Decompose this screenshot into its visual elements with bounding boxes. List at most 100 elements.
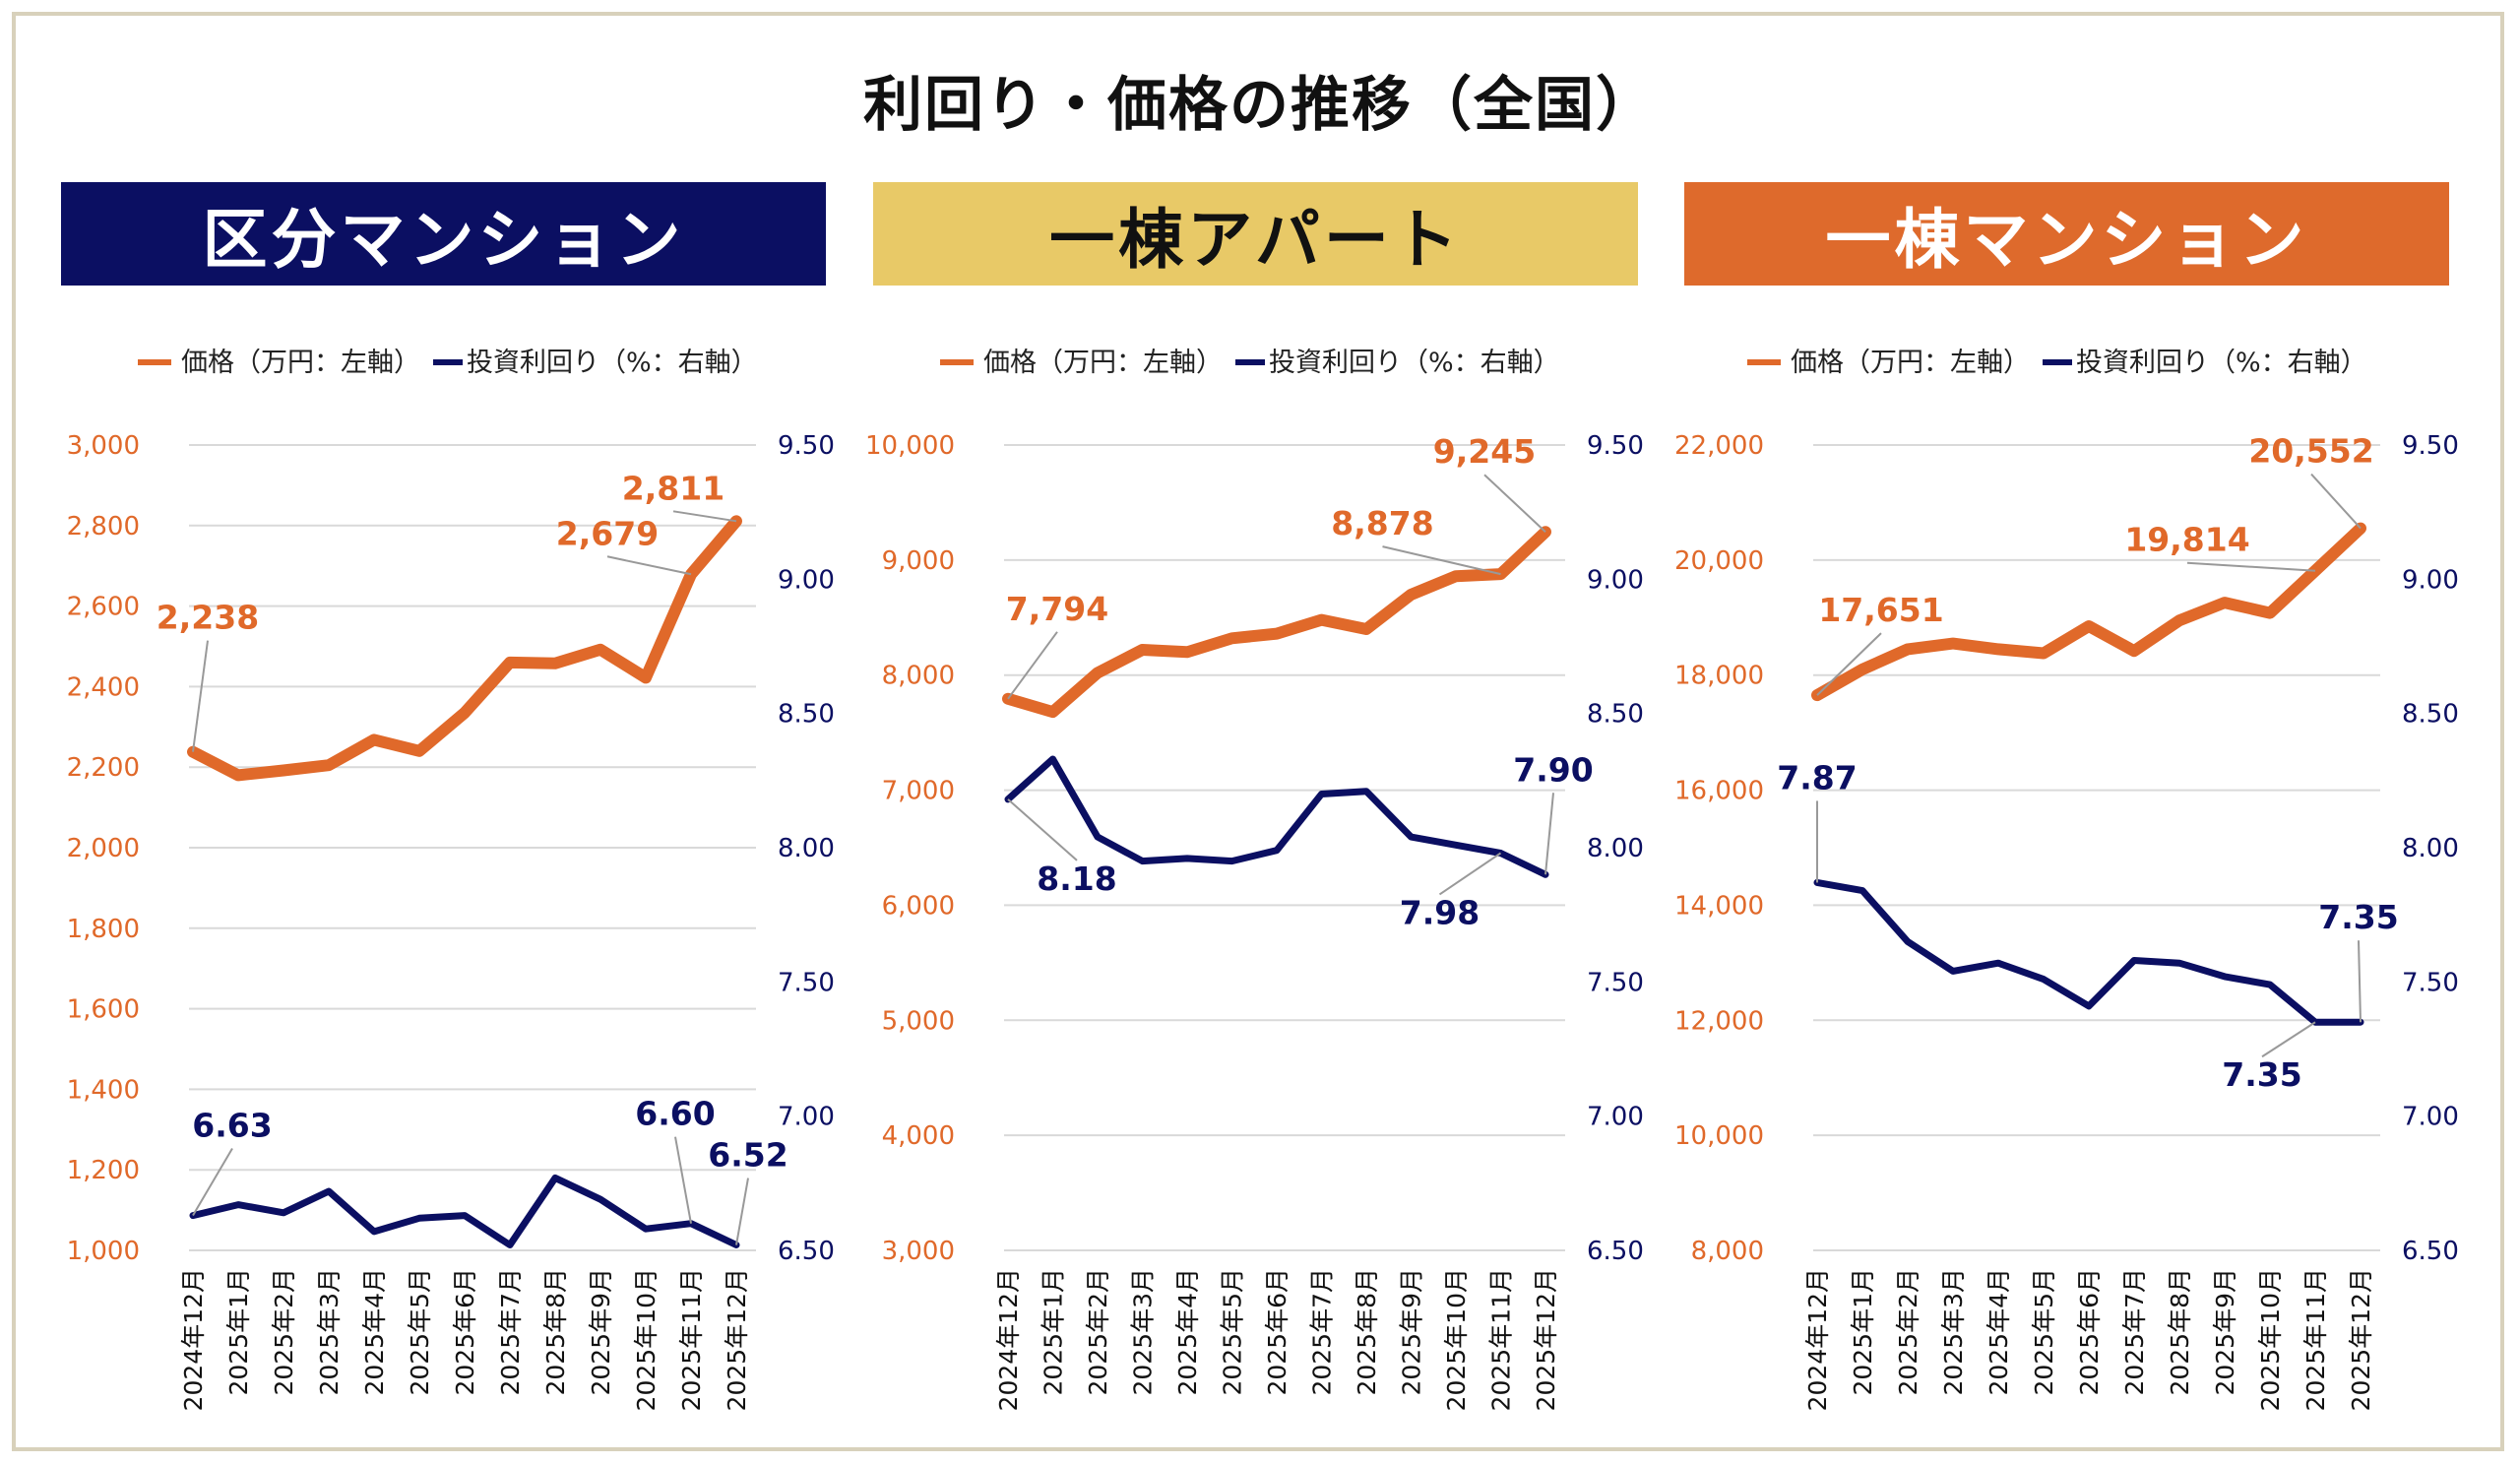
x-tick-label: 2025年4月: [360, 1268, 389, 1396]
right-tick-label: 8.00: [778, 834, 835, 863]
chart-mansion: 価格（万円：左軸） 投資利回り（%：右軸） 8,000 10,000 12,000 14,…: [1674, 348, 2459, 1411]
x-tick-label: 2025年10月: [632, 1268, 661, 1411]
x-tick-label: 2025年4月: [1984, 1268, 2013, 1396]
data-label: 6.60: [635, 1095, 715, 1133]
panel-banner-mansion: 一棟マンション: [1684, 182, 2449, 286]
x-tick-label: 2024年12月: [1803, 1268, 1832, 1411]
annotation-leader: [2310, 473, 2362, 530]
left-tick-label: 18,000: [1674, 662, 1764, 691]
x-tick-label: 2025年5月: [1219, 1268, 1247, 1396]
right-tick-label: 6.50: [778, 1237, 835, 1266]
left-tick-label: 2,000: [67, 834, 140, 863]
annotation-leader: [735, 1178, 749, 1245]
price-line: [187, 515, 742, 782]
annotation-leader: [674, 1136, 692, 1224]
data-label: 7.35: [2222, 1055, 2301, 1094]
data-label: 19,814: [2124, 521, 2249, 559]
left-tick-label: 8,000: [882, 662, 955, 691]
x-tick-label: 2025年10月: [2256, 1268, 2285, 1411]
left-tick-label: 1,200: [67, 1156, 140, 1185]
right-tick-label: 7.00: [1587, 1103, 1644, 1132]
right-tick-label: 6.50: [1587, 1237, 1644, 1266]
x-tick-label: 2025年11月: [677, 1268, 706, 1411]
annotation-leader: [1007, 631, 1058, 700]
left-tick-label: 3,000: [67, 431, 140, 461]
annotation-leader: [2186, 561, 2316, 572]
x-tick-label: 2025年7月: [496, 1268, 525, 1396]
x-tick-label: 2025年2月: [1894, 1268, 1922, 1396]
x-tick-label: 2025年10月: [1442, 1268, 1471, 1411]
annotation-leader: [672, 510, 737, 523]
x-tick-label: 2025年5月: [406, 1268, 434, 1396]
right-tick-label: 9.50: [778, 431, 835, 461]
legend-yield-label: 投資利回り（%：右軸）: [467, 348, 758, 378]
left-tick-label: 7,000: [882, 777, 955, 806]
legend: 価格（万円：左軸） 投資利回り（%：右軸）: [940, 348, 1560, 378]
annotation-leader: [192, 640, 209, 752]
panel-banner-kubun: 区分マンション: [61, 182, 826, 286]
legend-price-label: 価格（万円：左軸）: [181, 348, 420, 378]
data-label: 2,811: [622, 469, 724, 507]
x-tick-label: 2025年3月: [1129, 1268, 1158, 1396]
annotation-leader: [2261, 1021, 2316, 1058]
data-label: 6.63: [192, 1107, 272, 1145]
left-tick-label: 20,000: [1674, 546, 1764, 576]
legend-yield-label: 投資利回り（%：右軸）: [1269, 348, 1560, 378]
left-tick-label: 2,800: [67, 512, 140, 541]
chart-apartment: 価格（万円：左軸） 投資利回り（%：右軸） 3,000 4,000 5,000 6,000…: [865, 348, 1644, 1411]
data-label: 7,794: [1006, 590, 1108, 628]
data-label: 7.87: [1777, 758, 1857, 796]
x-tick-label: 2025年9月: [2211, 1268, 2239, 1396]
yield-line: [189, 1174, 740, 1248]
left-tick-label: 14,000: [1674, 891, 1764, 921]
x-tick-label: 2025年3月: [315, 1268, 344, 1396]
data-label: 8.18: [1037, 860, 1116, 898]
right-tick-label: 7.00: [778, 1103, 835, 1132]
right-tick-label: 9.50: [1587, 431, 1644, 461]
page-title: 利回り・価格の推移（全国）: [863, 71, 1657, 140]
x-tick-label: 2025年2月: [270, 1268, 298, 1396]
right-tick-label: 8.50: [1587, 700, 1644, 730]
right-tick-label: 7.00: [2402, 1103, 2459, 1132]
legend-price-label: 価格（万円：左軸）: [983, 348, 1223, 378]
price-line: [1002, 526, 1551, 719]
right-tick-label: 8.50: [778, 700, 835, 730]
data-label: 20,552: [2248, 432, 2373, 471]
x-tick-label: 2025年9月: [1398, 1268, 1426, 1396]
x-tick-label: 2025年6月: [1263, 1268, 1292, 1396]
left-tick-label: 1,000: [67, 1237, 140, 1266]
x-tick-label: 2025年8月: [541, 1268, 570, 1396]
x-tick-label: 2025年1月: [1040, 1268, 1068, 1396]
right-tick-label: 8.00: [2402, 834, 2459, 863]
annotation-leader: [1438, 852, 1502, 896]
data-label: 17,651: [1818, 591, 1943, 629]
left-tick-label: 2,200: [67, 753, 140, 783]
left-tick-label: 9,000: [882, 546, 955, 576]
data-label: 7.98: [1400, 893, 1480, 931]
chart-kubun: 価格（万円：左軸） 投資利回り（%：右軸） 1,000 1,200 1,400 1,600…: [67, 348, 835, 1411]
data-label: 6.52: [708, 1136, 788, 1175]
legend-price-label: 価格（万円：左軸）: [1791, 348, 2030, 378]
x-tick-label: 2025年3月: [1939, 1268, 1968, 1396]
price-line: [1811, 522, 2366, 702]
left-tick-label: 22,000: [1674, 431, 1764, 461]
left-tick-label: 8,000: [1691, 1237, 1764, 1266]
annotation-leader: [192, 1148, 233, 1217]
x-tick-label: 2025年12月: [2347, 1268, 2375, 1411]
yield-line: [1813, 878, 2364, 1026]
annotation-leader: [2358, 940, 2362, 1023]
data-label: 2,679: [556, 514, 659, 552]
annotation-leader: [1382, 545, 1501, 576]
left-tick-label: 16,000: [1674, 777, 1764, 806]
x-tick-label: 2025年1月: [224, 1268, 253, 1396]
data-label: 9,245: [1433, 432, 1536, 471]
x-tick-label: 2025年7月: [2120, 1268, 2149, 1396]
left-tick-label: 10,000: [1674, 1121, 1764, 1151]
annotation-leader: [1816, 632, 1882, 696]
right-tick-label: 9.00: [1587, 565, 1644, 595]
right-tick-label: 7.50: [1587, 968, 1644, 997]
legend-yield-label: 投資利回り（%：右軸）: [2076, 348, 2367, 378]
right-tick-label: 9.00: [778, 565, 835, 595]
left-tick-label: 1,800: [67, 915, 140, 944]
